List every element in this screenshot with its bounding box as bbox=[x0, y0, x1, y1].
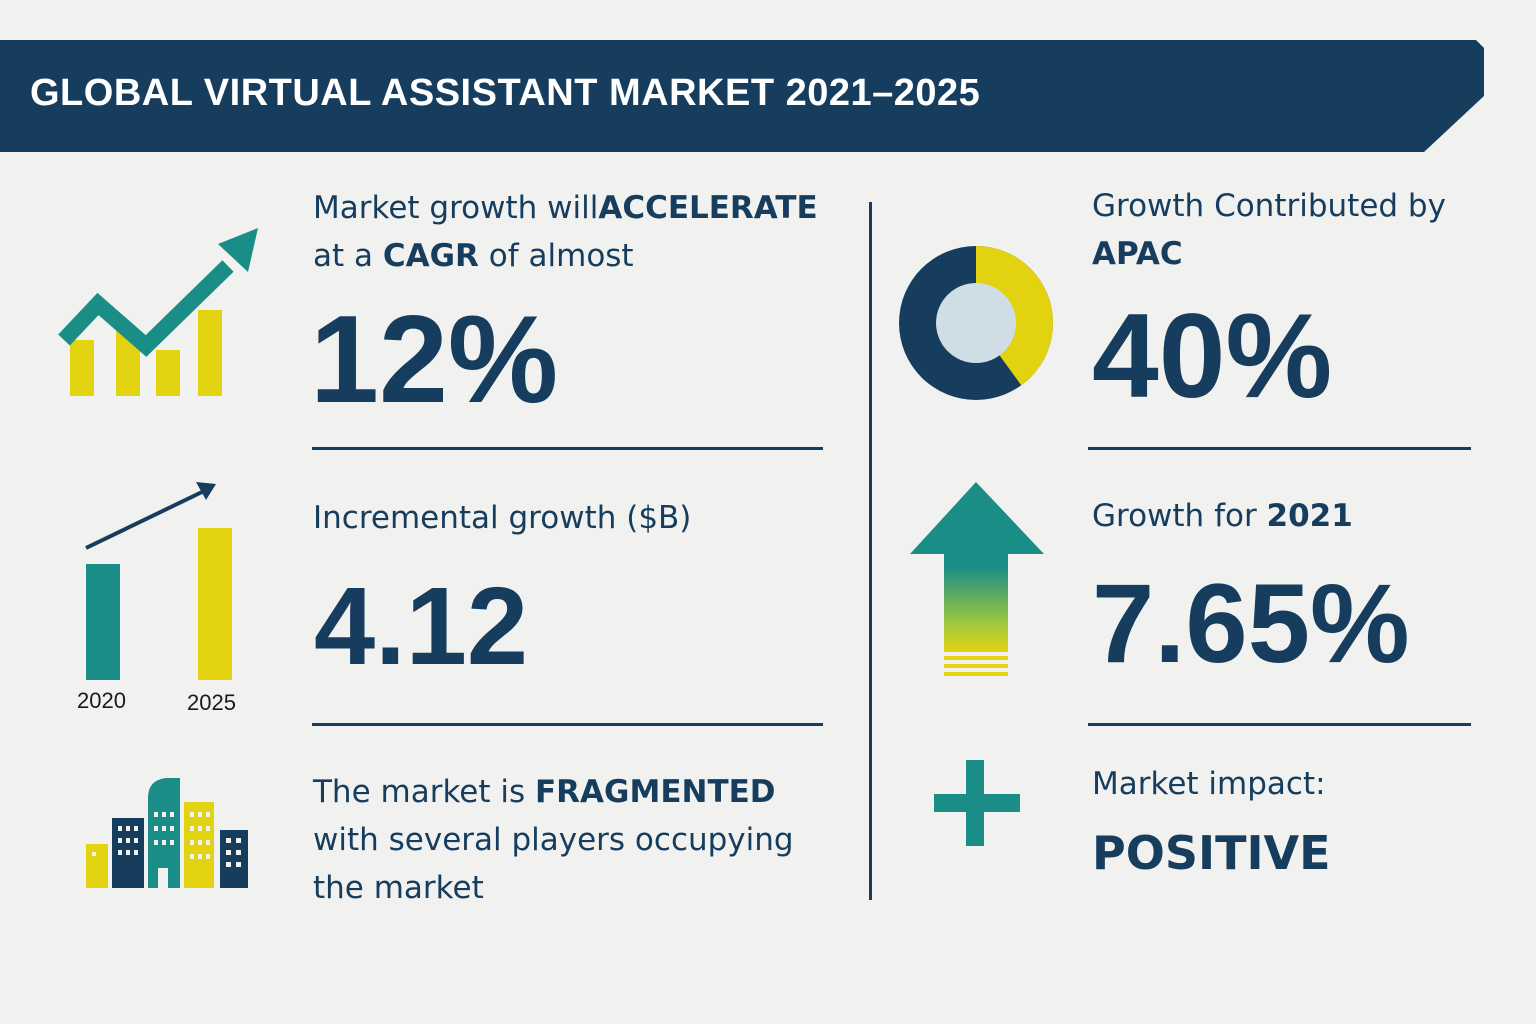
donut-chart-icon bbox=[899, 246, 1053, 400]
up-arrow-icon bbox=[910, 482, 1044, 676]
divider-left-1 bbox=[312, 447, 823, 450]
growth2021-text: Growth for 2021 bbox=[1092, 498, 1353, 534]
city-buildings-icon bbox=[86, 778, 248, 888]
apac-text: Growth Contributed by APAC bbox=[1092, 188, 1446, 272]
header-banner bbox=[0, 40, 1484, 152]
fragmented-text: The market is FRAGMENTED with several pl… bbox=[313, 774, 794, 906]
center-divider bbox=[869, 202, 872, 900]
incremental-value: 4.12 bbox=[314, 565, 529, 688]
cagr-value: 12% bbox=[310, 291, 559, 429]
growth2021-value: 7.65% bbox=[1092, 561, 1410, 686]
cagr-text: Market growth willACCELERATE at a CAGR o… bbox=[313, 190, 818, 274]
page-title: GLOBAL VIRTUAL ASSISTANT MARKET 2021–202… bbox=[30, 72, 981, 114]
impact-value: POSITIVE bbox=[1092, 826, 1331, 880]
impact-label: Market impact: bbox=[1092, 766, 1326, 802]
apac-value: 40% bbox=[1092, 289, 1333, 423]
year-end-label: 2025 bbox=[187, 690, 236, 715]
divider-right-1 bbox=[1088, 447, 1471, 450]
incremental-label: Incremental growth ($B) bbox=[313, 500, 692, 536]
growth-trend-chart-icon bbox=[58, 228, 258, 396]
year-start-label: 2020 bbox=[77, 688, 126, 713]
divider-right-2 bbox=[1088, 723, 1471, 726]
plus-icon bbox=[934, 760, 1020, 846]
divider-left-2 bbox=[312, 723, 823, 726]
bar-comparison-icon bbox=[85, 482, 232, 680]
